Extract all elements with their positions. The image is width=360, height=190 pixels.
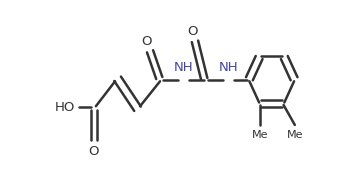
Text: NH: NH [219, 61, 238, 74]
Text: O: O [89, 145, 99, 158]
Text: NH: NH [174, 61, 194, 74]
Text: Me: Me [287, 130, 303, 140]
Text: O: O [187, 25, 198, 38]
Text: Me: Me [252, 130, 268, 140]
Text: HO: HO [55, 101, 75, 114]
Text: O: O [141, 35, 152, 48]
